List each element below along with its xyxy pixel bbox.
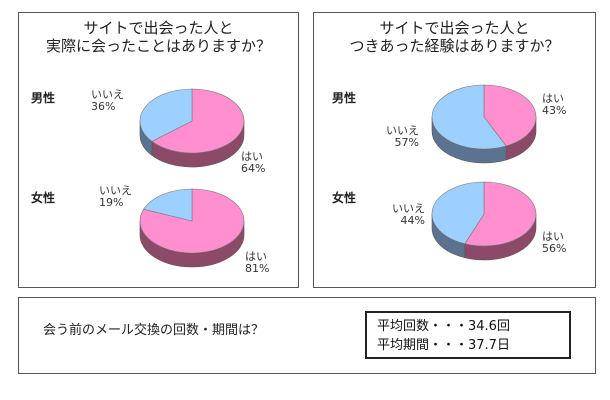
pie-slice-no — [431, 181, 485, 245]
pie-chart-female-date — [431, 181, 537, 261]
slice-label-no: いいえ 19% — [99, 184, 132, 209]
stats-box: 平均回数・・・34.6回 平均期間・・・37.7日 — [365, 311, 571, 359]
pie-chart-male-date — [431, 84, 537, 164]
title-line-1: サイトで出会った人と — [379, 19, 530, 37]
pie-slice-no — [139, 88, 193, 142]
group-label-female: 女性 — [332, 191, 357, 205]
title-line-1: サイトで出会った人と — [83, 19, 234, 37]
pie-slice-yes — [151, 88, 245, 154]
title-line-2: 実際に会ったことはありますか？ — [45, 37, 271, 55]
slice-label-yes: はい 43% — [542, 92, 567, 117]
slice-label-no: いいえ 44% — [392, 202, 425, 227]
pie-chart-male-meet — [139, 88, 245, 168]
group-label-male: 男性 — [332, 91, 357, 105]
pie-chart-female-meet — [139, 188, 245, 268]
panel-title: サイトで出会った人と 実際に会ったことはありますか？ — [19, 19, 298, 55]
slice-label-no: いいえ 36% — [91, 88, 124, 113]
slice-label-yes: はい 64% — [241, 150, 266, 175]
chart-panel-meet: サイトで出会った人と 実際に会ったことはありますか？ 男性 いいえ 36% はい… — [18, 12, 299, 288]
avg-period-stat: 平均期間・・・37.7日 — [377, 338, 510, 353]
slice-label-no: いいえ 57% — [386, 124, 419, 149]
title-line-2: つきあった経験はありますか？ — [349, 37, 560, 55]
slice-label-yes: はい 81% — [245, 250, 270, 275]
panel-title: サイトで出会った人と つきあった経験はありますか？ — [314, 19, 595, 55]
group-label-male: 男性 — [31, 91, 56, 105]
avg-count-stat: 平均回数・・・34.6回 — [377, 319, 510, 334]
email-question: 会う前のメール交換の回数・期間は？ — [43, 323, 265, 338]
pie-slice-yes — [483, 84, 537, 147]
pie-slice-no — [143, 188, 193, 222]
slice-label-yes: はい 56% — [542, 230, 567, 255]
group-label-female: 女性 — [31, 191, 56, 205]
chart-panel-date: サイトで出会った人と つきあった経験はありますか？ 男性 いいえ 57% はい … — [313, 12, 596, 288]
pie-slice-no — [431, 84, 507, 150]
email-exchange-panel: 会う前のメール交換の回数・期間は？ 平均回数・・・34.6回 平均期間・・・37… — [18, 297, 596, 374]
pie-slice-yes — [464, 181, 537, 247]
